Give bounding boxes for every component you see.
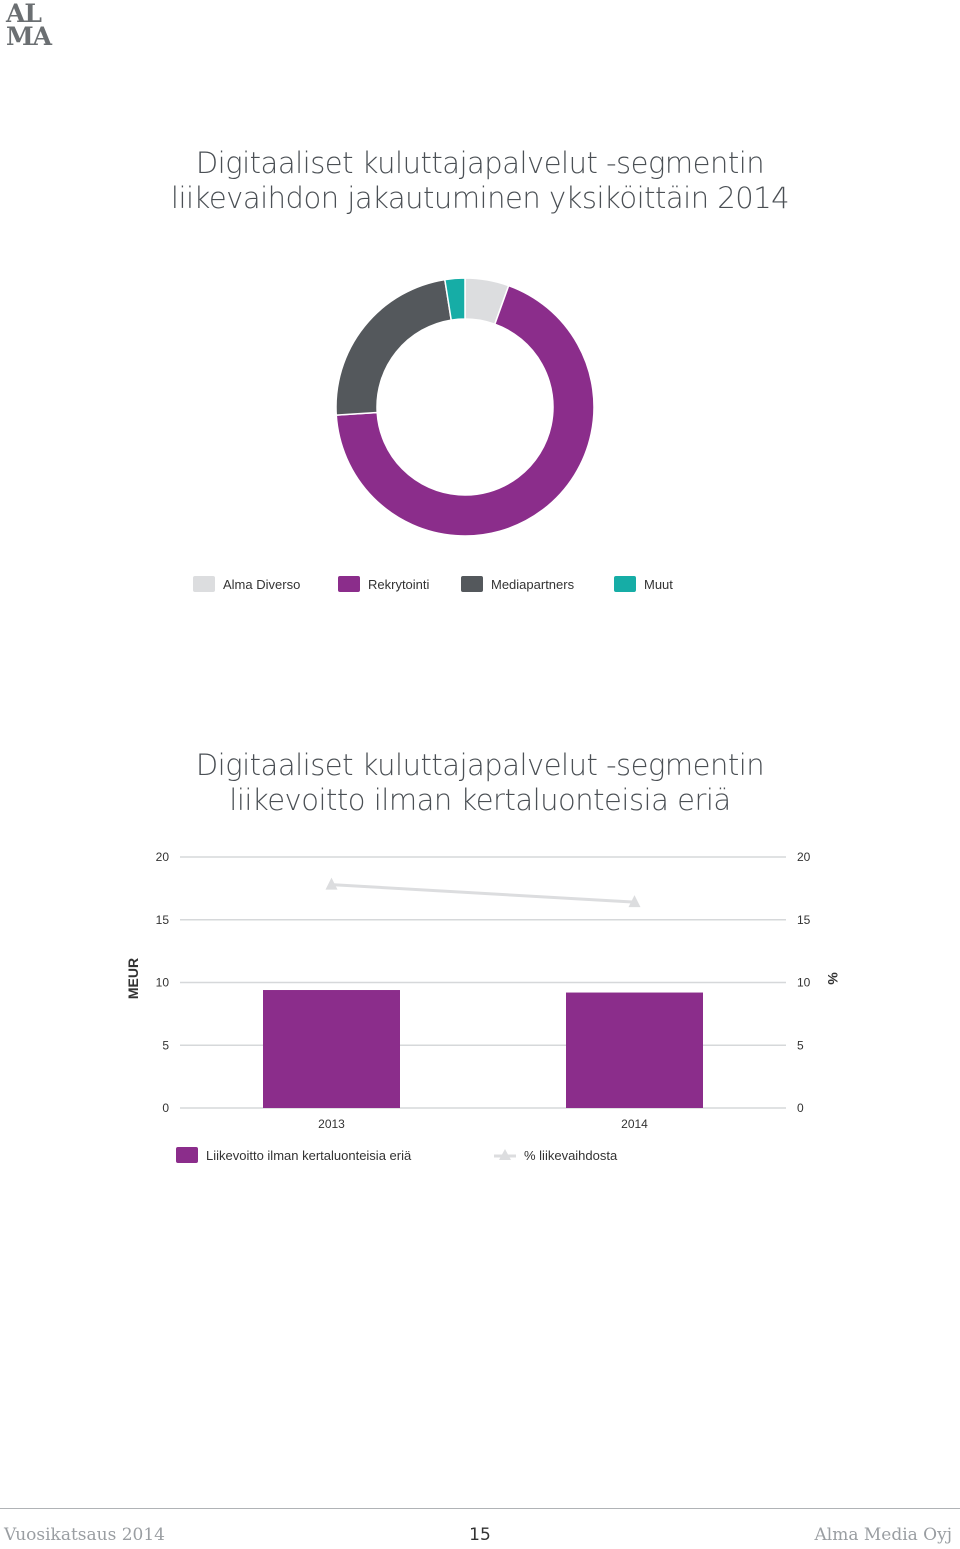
bar-2013 — [263, 990, 400, 1108]
donut-slice-rekrytointi — [335, 284, 595, 537]
legend-swatch — [494, 1149, 516, 1160]
logo-line-1: AL — [6, 0, 42, 28]
y2-tick-label: 5 — [797, 1038, 804, 1052]
legend-label: Alma Diverso — [223, 576, 301, 592]
line-series-percent — [331, 883, 635, 904]
legend-item-liikevoitto: Liikevoitto ilman kertaluonteisia eriä — [176, 1147, 411, 1163]
legend-label: Liikevoitto ilman kertaluonteisia eriä — [206, 1147, 412, 1163]
donut-slice-mediapartners — [335, 278, 453, 416]
footer-page-number: 15 — [469, 1525, 491, 1545]
legend-item-muut: Muut — [614, 576, 673, 592]
y-tick-label: 5 — [162, 1038, 169, 1052]
y-tick-label: 10 — [156, 976, 170, 990]
y2-tick-label: 0 — [797, 1101, 804, 1115]
y-tick-label: 20 — [156, 850, 170, 864]
y-axis-title: MEUR — [125, 958, 141, 999]
legend-label: Muut — [644, 576, 673, 592]
logo-line-2: MA — [6, 22, 52, 51]
donut-chart-title: Digitaaliset kuluttajapalvelut -segmenti… — [0, 146, 960, 216]
footer-divider — [0, 1508, 960, 1509]
x-tick-label: 2013 — [318, 1117, 345, 1131]
line-marker-2014 — [628, 895, 641, 908]
legend-label: Mediapartners — [491, 576, 575, 592]
y2-tick-label: 20 — [797, 850, 811, 864]
legend-swatch — [614, 576, 636, 592]
donut-slice-muut — [443, 277, 466, 321]
legend-item-mediapartners: Mediapartners — [461, 576, 574, 592]
y2-tick-label: 10 — [797, 976, 811, 990]
bar-title-line-1: Digitaaliset kuluttajapalvelut -segmenti… — [195, 748, 765, 782]
donut-title-line-1: Digitaaliset kuluttajapalvelut -segmenti… — [195, 146, 765, 180]
x-tick-label: 2014 — [621, 1117, 648, 1131]
legend-label: % liikevaihdosta — [524, 1147, 618, 1163]
legend-item-rekrytointi: Rekrytointi — [338, 576, 429, 592]
footer-publication: Vuosikatsaus 2014 — [4, 1525, 166, 1545]
bar-2014 — [566, 992, 703, 1108]
legend-swatch — [338, 576, 360, 592]
donut-legend: Alma Diverso Rekrytointi Mediapartners Muut — [0, 576, 960, 596]
y2-tick-label: 15 — [797, 913, 811, 927]
y-tick-label: 0 — [162, 1101, 169, 1115]
legend-label: Rekrytointi — [368, 576, 430, 592]
bar-line-chart: 0 5 10 15 20 0 5 10 15 20 MEUR % 2013 2014 — [125, 850, 841, 1131]
legend-item-alma-diverso: Alma Diverso — [193, 576, 300, 592]
bar-chart-title: Digitaaliset kuluttajapalvelut -segmenti… — [0, 748, 960, 818]
bar-title-line-2: liikevoitto ilman kertaluonteisia eriä — [229, 783, 731, 817]
bar-chart-legend: Liikevoitto ilman kertaluonteisia eriä % … — [0, 1147, 960, 1167]
legend-swatch — [193, 576, 215, 592]
donut-chart — [335, 277, 595, 537]
y-tick-label: 15 — [156, 913, 170, 927]
legend-swatch — [461, 576, 483, 592]
donut-title-line-2: liikevaihdon jakautuminen yksiköittäin 2… — [170, 181, 790, 215]
footer-company: Alma Media Oyj — [814, 1525, 952, 1545]
legend-item-percent: % liikevaihdosta — [494, 1147, 617, 1163]
alma-logo: AL MA — [6, 0, 68, 51]
line-marker-2013 — [325, 877, 338, 890]
y2-axis-title: % — [825, 972, 841, 985]
legend-swatch — [176, 1147, 198, 1163]
